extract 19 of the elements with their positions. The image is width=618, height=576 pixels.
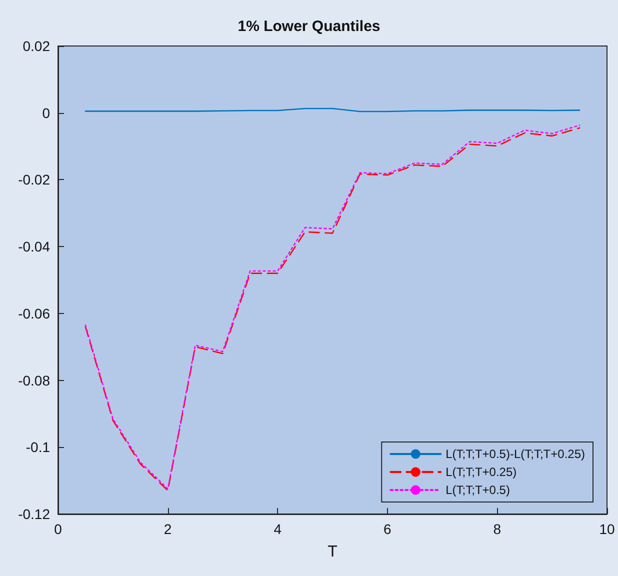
legend-label: L(T;T;T+0.5) [446, 483, 510, 497]
y-tick-label: -0.08 [18, 372, 50, 388]
x-tick-label: 6 [384, 521, 392, 537]
chart-title: 1% Lower Quantiles [238, 18, 380, 35]
x-axis-title: T [328, 544, 338, 560]
y-tick-label: 0.02 [22, 38, 50, 54]
x-tick-label: 0 [54, 521, 62, 537]
y-tick-label: -0.1 [26, 439, 50, 456]
x-tick-label: 4 [274, 521, 282, 537]
x-tick-label: 2 [164, 521, 172, 537]
x-tick-label: 8 [493, 521, 502, 537]
x-tick-label: 10 [599, 521, 615, 537]
legend-label: L(T;T;T+0.5)-L(T;T;T+0.25) [446, 447, 586, 461]
y-tick-label: -0.02 [18, 172, 50, 188]
y-tick-label: -0.12 [18, 506, 50, 522]
y-tick-label: -0.06 [18, 305, 50, 322]
y-tick-label: 0 [42, 104, 50, 121]
y-tick-label: -0.04 [18, 238, 50, 255]
legend-label: L(T;T;T+0.25) [446, 465, 517, 479]
